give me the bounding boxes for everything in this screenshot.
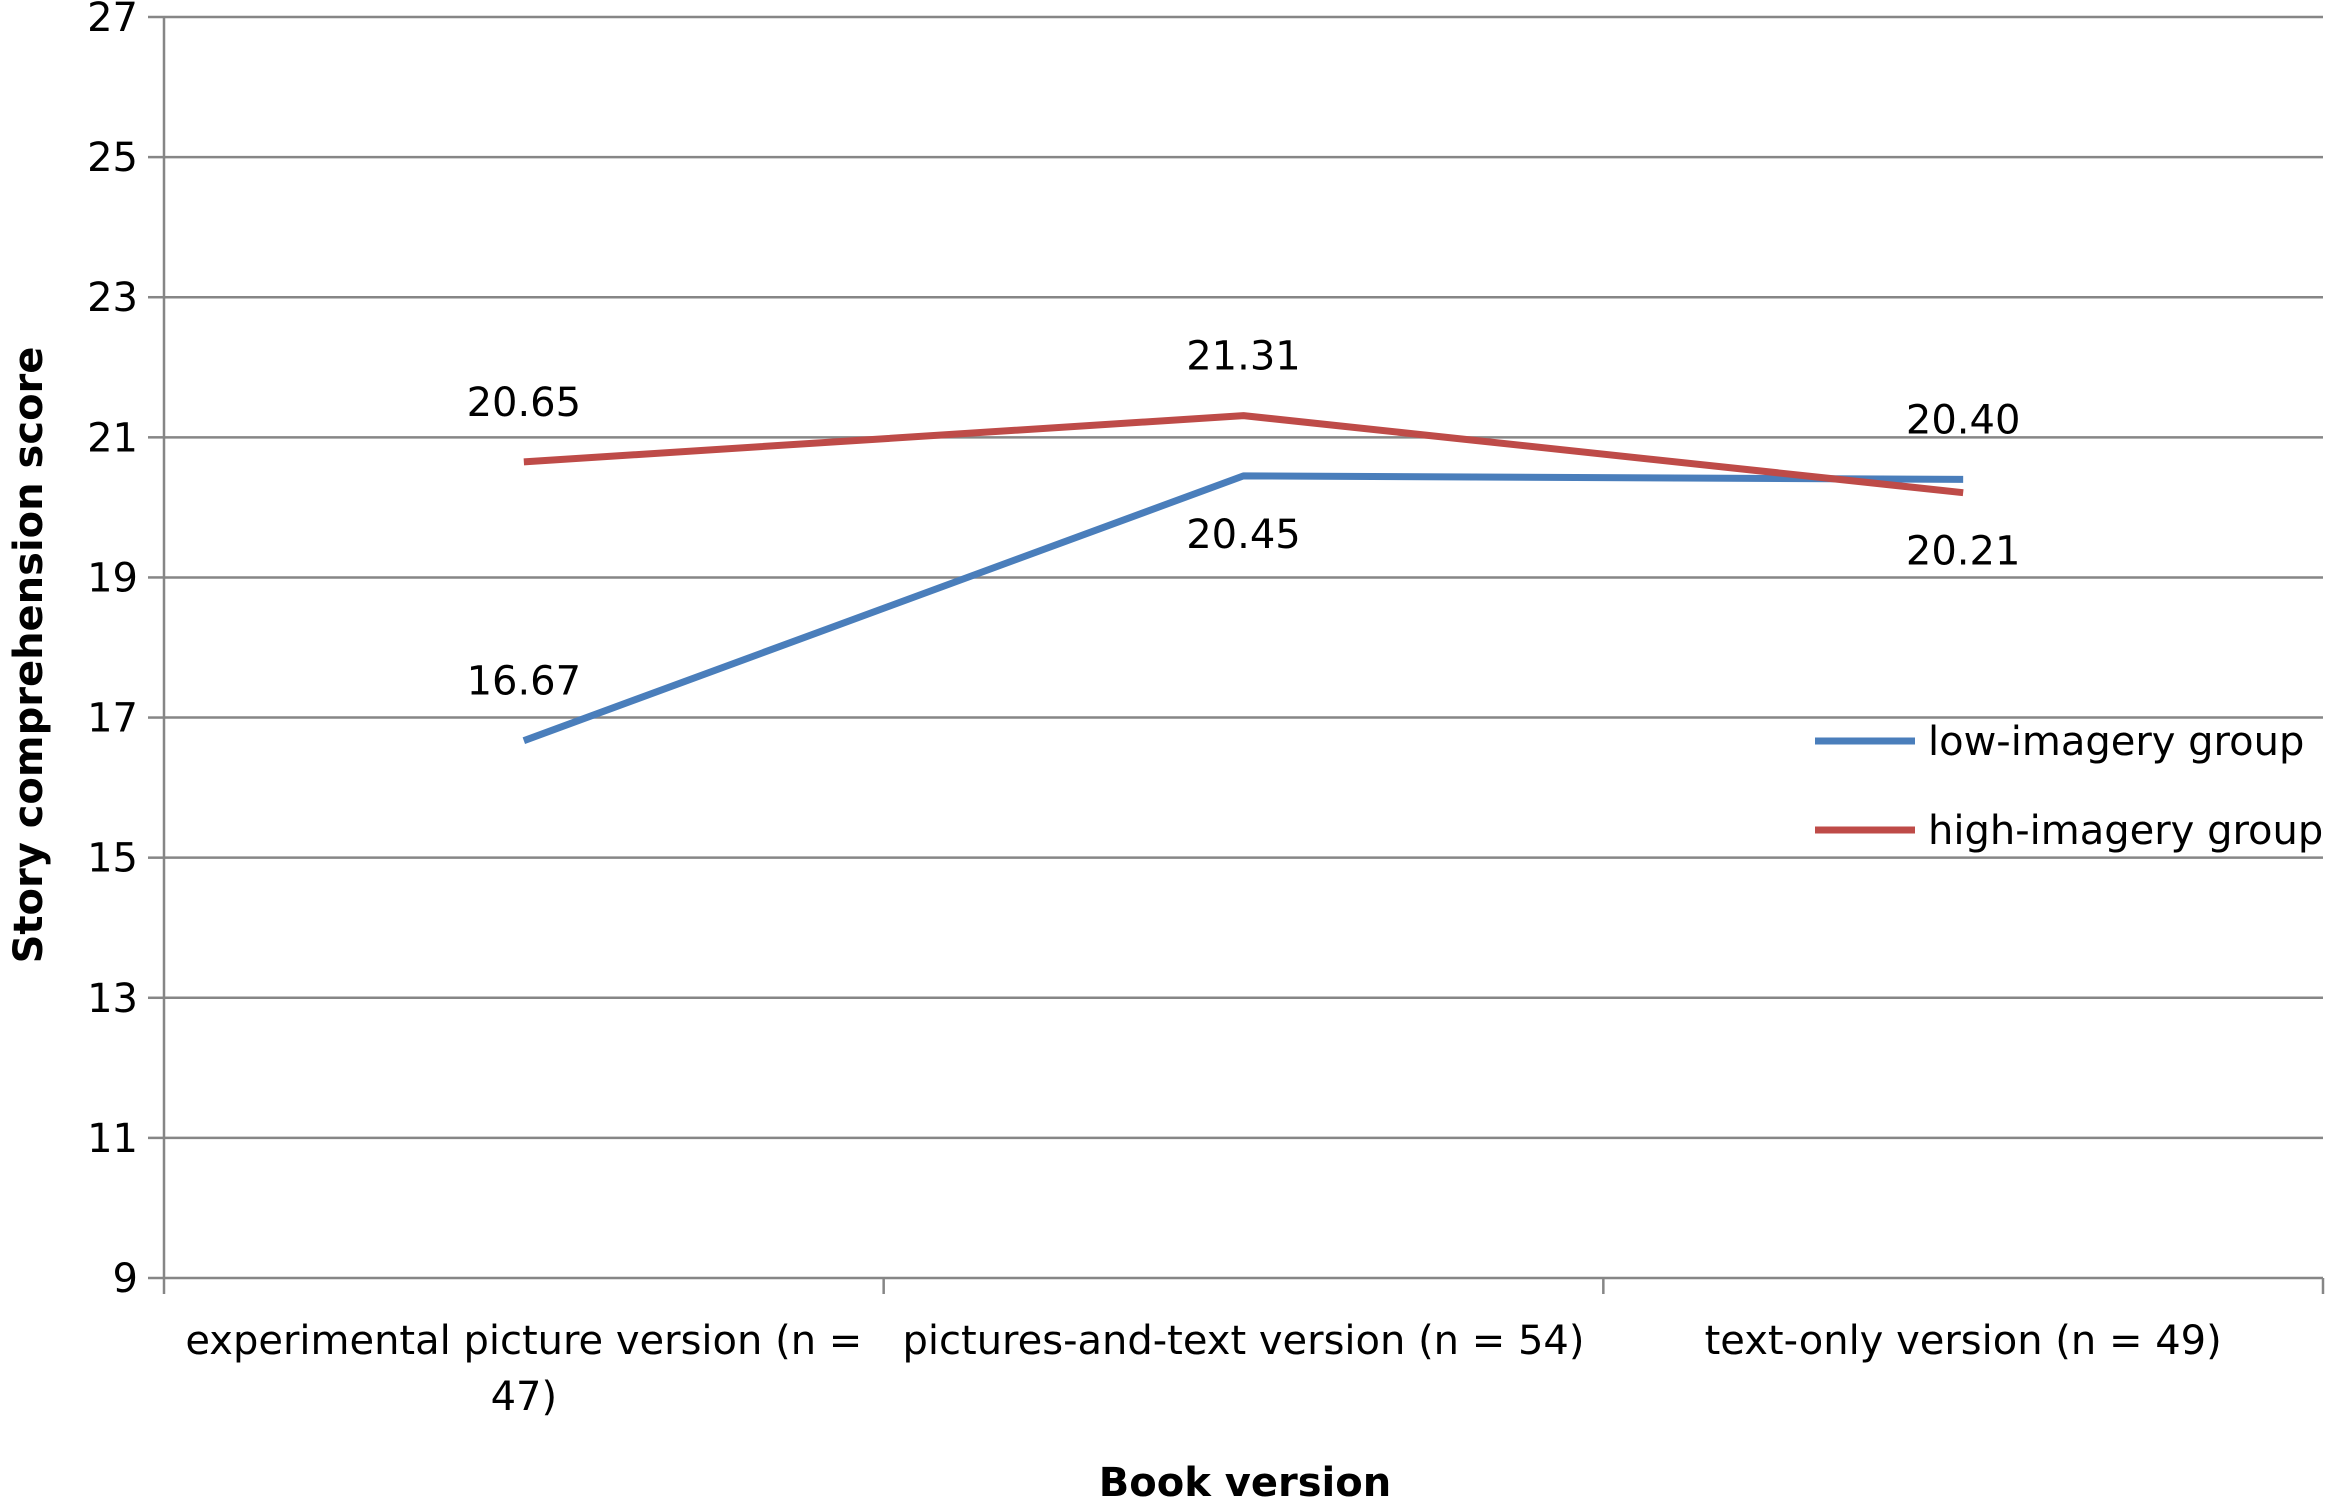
y-tick-label: 19 bbox=[87, 555, 138, 601]
x-category-label-line: 47) bbox=[491, 1374, 558, 1420]
y-tick-label: 21 bbox=[87, 415, 138, 461]
y-tick-labels: 9 11 13 15 17 19 21 23 25 27 bbox=[87, 0, 138, 1302]
y-tick-label: 23 bbox=[87, 275, 138, 321]
data-label: 20.65 bbox=[467, 380, 582, 426]
data-label: 20.21 bbox=[1906, 529, 2021, 575]
x-category-label: pictures-and-text version (n = 54) bbox=[903, 1318, 1585, 1364]
y-axis-title: Story comprehension score bbox=[6, 347, 52, 964]
legend: low-imagery group high-imagery group bbox=[1815, 719, 2323, 854]
x-axis-title: Book version bbox=[1099, 1460, 1391, 1505]
y-tick-label: 9 bbox=[113, 1256, 138, 1302]
series-line-high-imagery bbox=[523, 412, 1964, 497]
x-category-label-line: pictures-and-text version (n = 54) bbox=[903, 1318, 1585, 1364]
data-label: 20.45 bbox=[1186, 512, 1301, 558]
x-category-label: experimental picture version (n = 47) bbox=[185, 1318, 862, 1420]
legend-label: high-imagery group bbox=[1928, 808, 2323, 854]
data-label: 21.31 bbox=[1186, 334, 1301, 380]
series-lines bbox=[522, 412, 1964, 744]
y-tick-label: 17 bbox=[87, 696, 138, 742]
y-tick-label: 11 bbox=[87, 1116, 138, 1162]
data-label: 16.67 bbox=[467, 659, 582, 705]
data-labels: 16.67 20.45 20.40 20.65 21.31 20.21 bbox=[467, 334, 2021, 705]
x-category-label-line: text-only version (n = 49) bbox=[1705, 1318, 2222, 1364]
x-category-label: text-only version (n = 49) bbox=[1705, 1318, 2222, 1364]
x-category-label-line: experimental picture version (n = bbox=[185, 1318, 862, 1364]
x-category-labels: experimental picture version (n = 47) pict… bbox=[185, 1318, 2221, 1420]
y-tick-label: 13 bbox=[87, 976, 138, 1022]
gridlines bbox=[164, 15, 2323, 1140]
y-tick-label: 15 bbox=[87, 836, 138, 882]
legend-label: low-imagery group bbox=[1928, 719, 2304, 765]
data-label: 20.40 bbox=[1906, 397, 2021, 443]
series-line-low-imagery bbox=[522, 472, 1964, 744]
axes bbox=[148, 15, 2325, 1294]
y-tick-label: 25 bbox=[87, 135, 138, 181]
y-tick-label: 27 bbox=[87, 0, 138, 41]
